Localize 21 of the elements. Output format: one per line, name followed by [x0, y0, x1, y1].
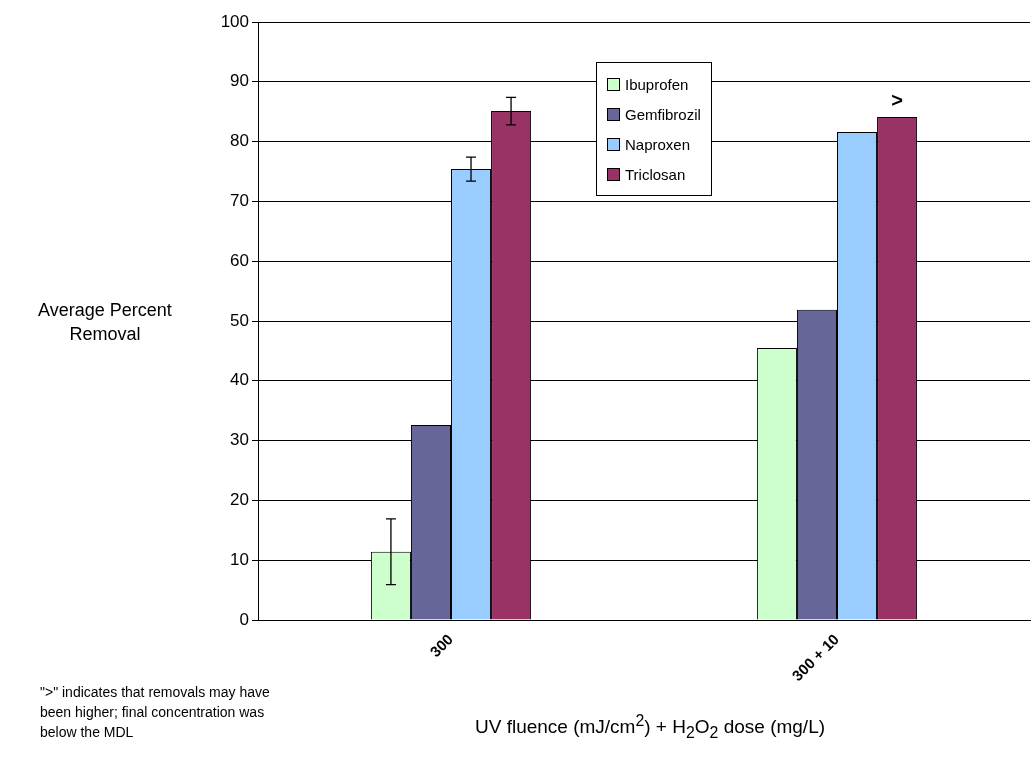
legend-label: Naproxen — [625, 135, 691, 153]
text: ">" indicates that removals may have been higher; final concentration was below the MDL — [40, 683, 271, 742]
y-tick-label: 50 — [230, 310, 249, 330]
y-tick-label: 40 — [230, 370, 249, 390]
legend-label: Gemfibrozil — [625, 105, 701, 123]
y-tick-label: 20 — [230, 490, 249, 510]
x-tick-label: 300 — [426, 630, 457, 661]
y-tick-label: 60 — [230, 250, 249, 270]
x-axis-title: UV fluence (mJ/cm$^{2}$) + H$_{2}$O$_{2}$ dose (mg/L) — [473, 712, 827, 743]
y-tick-label: 80 — [230, 131, 249, 151]
x-tick-label: 300 + 10 — [788, 630, 843, 684]
y-tick-label: 90 — [230, 71, 249, 91]
y-tick-label: 100 — [220, 11, 249, 31]
y-tick-label: 0 — [239, 609, 249, 629]
y-tick-label: 30 — [230, 430, 249, 450]
y-tick-label: 70 — [230, 191, 249, 211]
legend-label: Triclosan — [625, 165, 686, 183]
annotation: > — [891, 88, 903, 111]
legend-label: Ibuprofen — [625, 75, 689, 93]
y-axis-title: Average Percent Removal — [37, 299, 173, 346]
y-tick-label: 10 — [230, 549, 249, 569]
